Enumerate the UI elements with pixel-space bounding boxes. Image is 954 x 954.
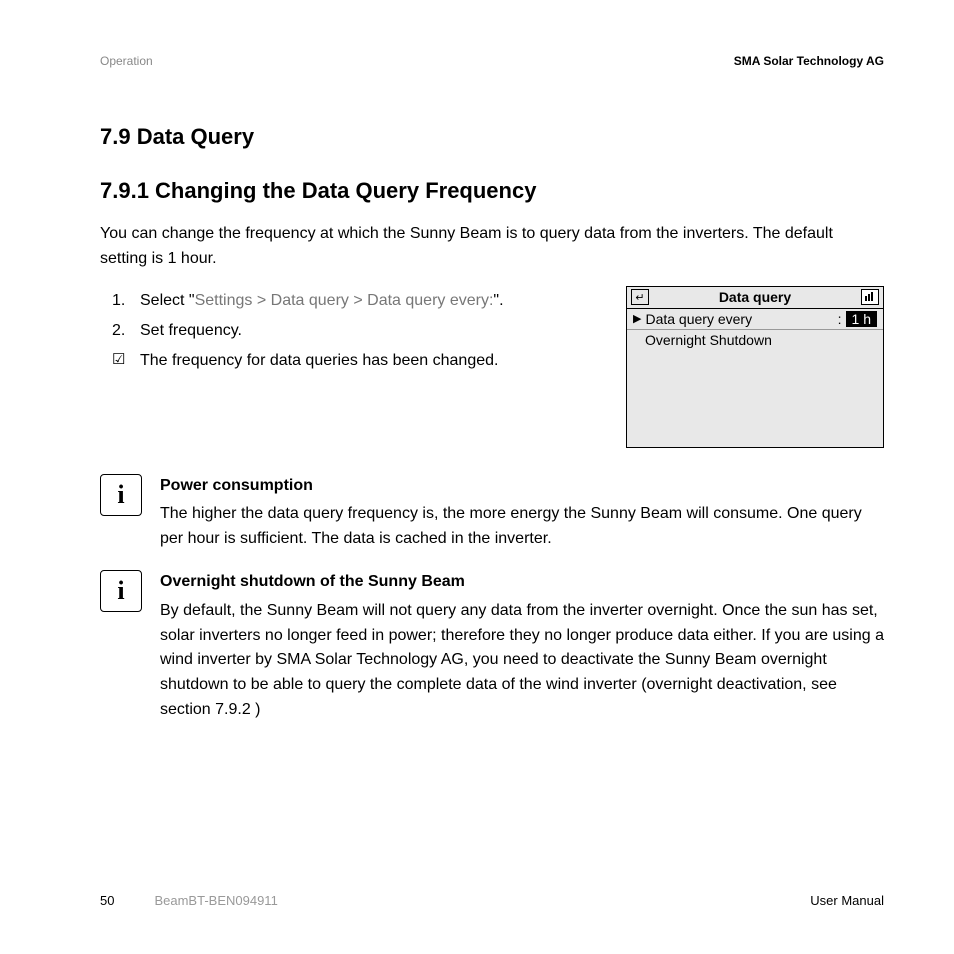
device-menu-row: Overnight Shutdown [627, 330, 883, 350]
step-1: 1. Select "Settings > Data query > Data … [100, 286, 596, 316]
back-icon: ↵ [631, 289, 649, 305]
header-section-label: Operation [100, 54, 153, 68]
device-titlebar: ↵ Data query [627, 287, 883, 309]
menu-item-value: 1 h [846, 311, 877, 327]
step-number: 1. [100, 286, 140, 316]
step-text: Select "Settings > Data query > Data que… [140, 286, 596, 316]
info-glyph: i [117, 576, 124, 606]
page-footer: 50 BeamBT-BEN094911 User Manual [100, 893, 884, 908]
steps-list: 1. Select "Settings > Data query > Data … [100, 286, 596, 448]
info-text: By default, the Sunny Beam will not quer… [160, 599, 884, 723]
step-text: Set frequency. [140, 316, 596, 346]
content-row: 1. Select "Settings > Data query > Data … [100, 286, 884, 448]
device-menu-row-selected: ▶ Data query every : 1 h [627, 309, 883, 330]
status-icon [861, 289, 879, 305]
info-note-2: i Overnight shutdown of the Sunny Beam B… [100, 570, 884, 723]
device-screenshot: ↵ Data query ▶ Data query every : 1 h Ov… [626, 286, 884, 448]
separator: : [838, 311, 842, 327]
step-suffix: ". [493, 292, 503, 309]
step-prefix: Select " [140, 292, 195, 309]
intro-paragraph: You can change the frequency at which th… [100, 222, 884, 272]
footer-left: 50 BeamBT-BEN094911 [100, 893, 278, 908]
header-company: SMA Solar Technology AG [734, 54, 884, 68]
selection-arrow-icon: ▶ [633, 312, 641, 325]
device-title: Data query [649, 289, 861, 305]
info-icon: i [100, 570, 142, 612]
step-number: 2. [100, 316, 140, 346]
info-body: Power consumption The higher the data qu… [160, 474, 884, 552]
heading-2: 7.9.1 Changing the Data Query Frequency [100, 178, 884, 204]
document-code: BeamBT-BEN094911 [154, 893, 277, 908]
step-result: ☑ The frequency for data queries has bee… [100, 346, 596, 376]
info-icon: i [100, 474, 142, 516]
info-title: Overnight shutdown of the Sunny Beam [160, 570, 884, 595]
page-number: 50 [100, 893, 114, 908]
step-text: The frequency for data queries has been … [140, 346, 596, 376]
info-glyph: i [117, 480, 124, 510]
info-body: Overnight shutdown of the Sunny Beam By … [160, 570, 884, 723]
info-text: The higher the data query frequency is, … [160, 502, 884, 552]
heading-1: 7.9 Data Query [100, 124, 884, 150]
info-title: Power consumption [160, 474, 884, 499]
step-2: 2. Set frequency. [100, 316, 596, 346]
info-note-1: i Power consumption The higher the data … [100, 474, 884, 552]
menu-item-label: Data query every [645, 311, 833, 327]
document-type: User Manual [810, 893, 884, 908]
checkmark-icon: ☑ [100, 346, 140, 376]
page-header: Operation SMA Solar Technology AG [100, 54, 884, 68]
menu-path: Settings > Data query > Data query every… [195, 292, 494, 309]
